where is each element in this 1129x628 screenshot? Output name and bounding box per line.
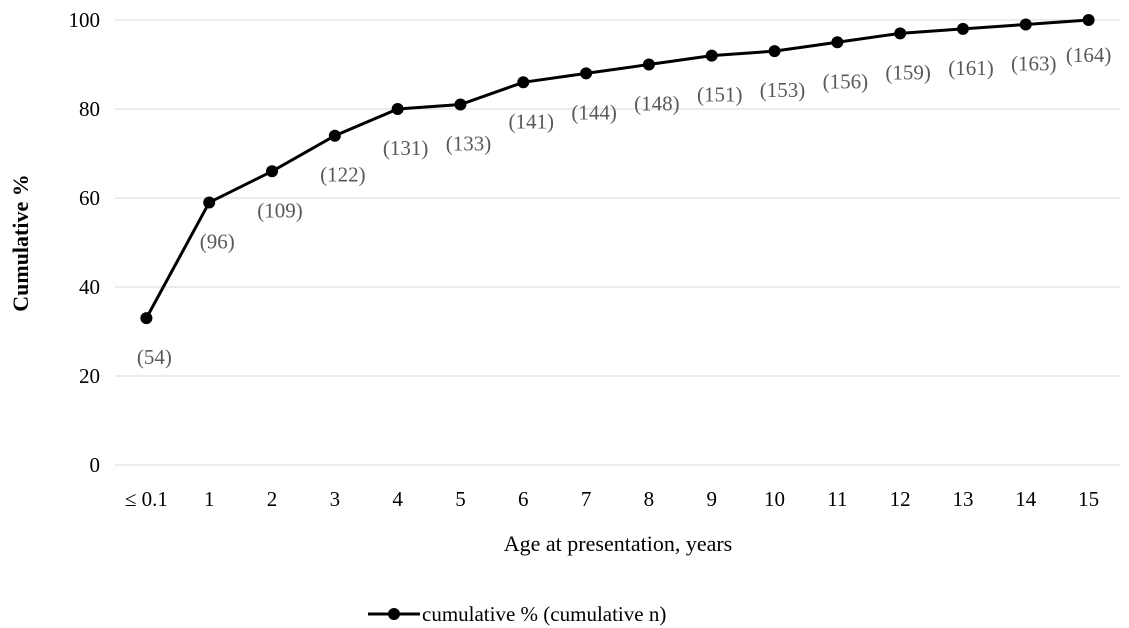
data-point [517,76,530,89]
data-label: (144) [571,100,617,124]
x-tick-label: 1 [204,487,215,511]
data-label: (159) [885,60,931,84]
x-axis-ticks: ≤ 0.1 1 2 3 4 5 6 7 8 9 10 11 12 13 14 15 [125,487,1099,511]
data-point [831,36,844,49]
data-label: (161) [948,56,994,80]
data-label: (153) [760,78,806,102]
data-label: (156) [823,69,869,93]
data-point [956,22,969,35]
x-tick-label: 7 [581,487,592,511]
x-tick-label: 5 [455,487,466,511]
x-tick-label: 9 [706,487,717,511]
y-tick-label: 20 [79,364,100,388]
data-point [580,67,593,80]
data-point [768,45,781,58]
data-label: (122) [320,163,366,187]
y-tick-label: 80 [79,97,100,121]
x-axis-title: Age at presentation, years [504,531,732,556]
y-axis-ticks: 0 20 40 60 80 100 [69,8,101,477]
y-tick-label: 40 [79,275,100,299]
x-tick-label: 4 [392,487,403,511]
data-point [642,58,655,71]
x-tick-label: 13 [952,487,973,511]
gridlines [115,19,1120,466]
data-point [894,27,907,40]
data-label: (131) [383,136,429,160]
data-point [328,129,341,142]
x-tick-label: 6 [518,487,529,511]
data-label: (96) [200,229,235,253]
data-point [1019,18,1032,31]
data-point [391,103,404,115]
data-points [140,14,1095,325]
x-tick-label: ≤ 0.1 [125,487,168,511]
data-label: (54) [137,345,172,369]
x-tick-label: 15 [1078,487,1099,511]
y-axis-title: Cumulative % [8,174,33,312]
x-tick-label: 10 [764,487,785,511]
legend-marker-icon [388,608,400,620]
data-label: (109) [257,198,303,222]
data-point [266,165,279,178]
data-point [140,312,153,325]
data-label: (133) [446,132,492,156]
data-label: (148) [634,92,680,116]
x-tick-label: 8 [644,487,655,511]
legend: cumulative % (cumulative n) [368,602,666,626]
x-tick-label: 2 [267,487,278,511]
x-tick-label: 14 [1015,487,1037,511]
y-tick-label: 0 [90,453,101,477]
data-labels: (54) (96) (109) (122) (131) (133) (141) (144) (1… [137,43,1111,369]
data-point [1082,14,1095,26]
y-tick-label: 100 [69,8,101,32]
legend-label: cumulative % (cumulative n) [422,602,666,626]
y-tick-label: 60 [79,186,100,210]
data-point [705,49,718,62]
data-point [454,98,467,111]
x-tick-label: 12 [890,487,911,511]
data-label: (163) [1011,51,1057,75]
data-point [203,196,216,209]
series-line [145,18,1089,319]
data-label: (151) [697,83,743,107]
x-tick-label: 3 [330,487,341,511]
data-label: (164) [1066,43,1112,67]
data-label: (141) [509,109,555,133]
x-tick-label: 11 [827,487,847,511]
